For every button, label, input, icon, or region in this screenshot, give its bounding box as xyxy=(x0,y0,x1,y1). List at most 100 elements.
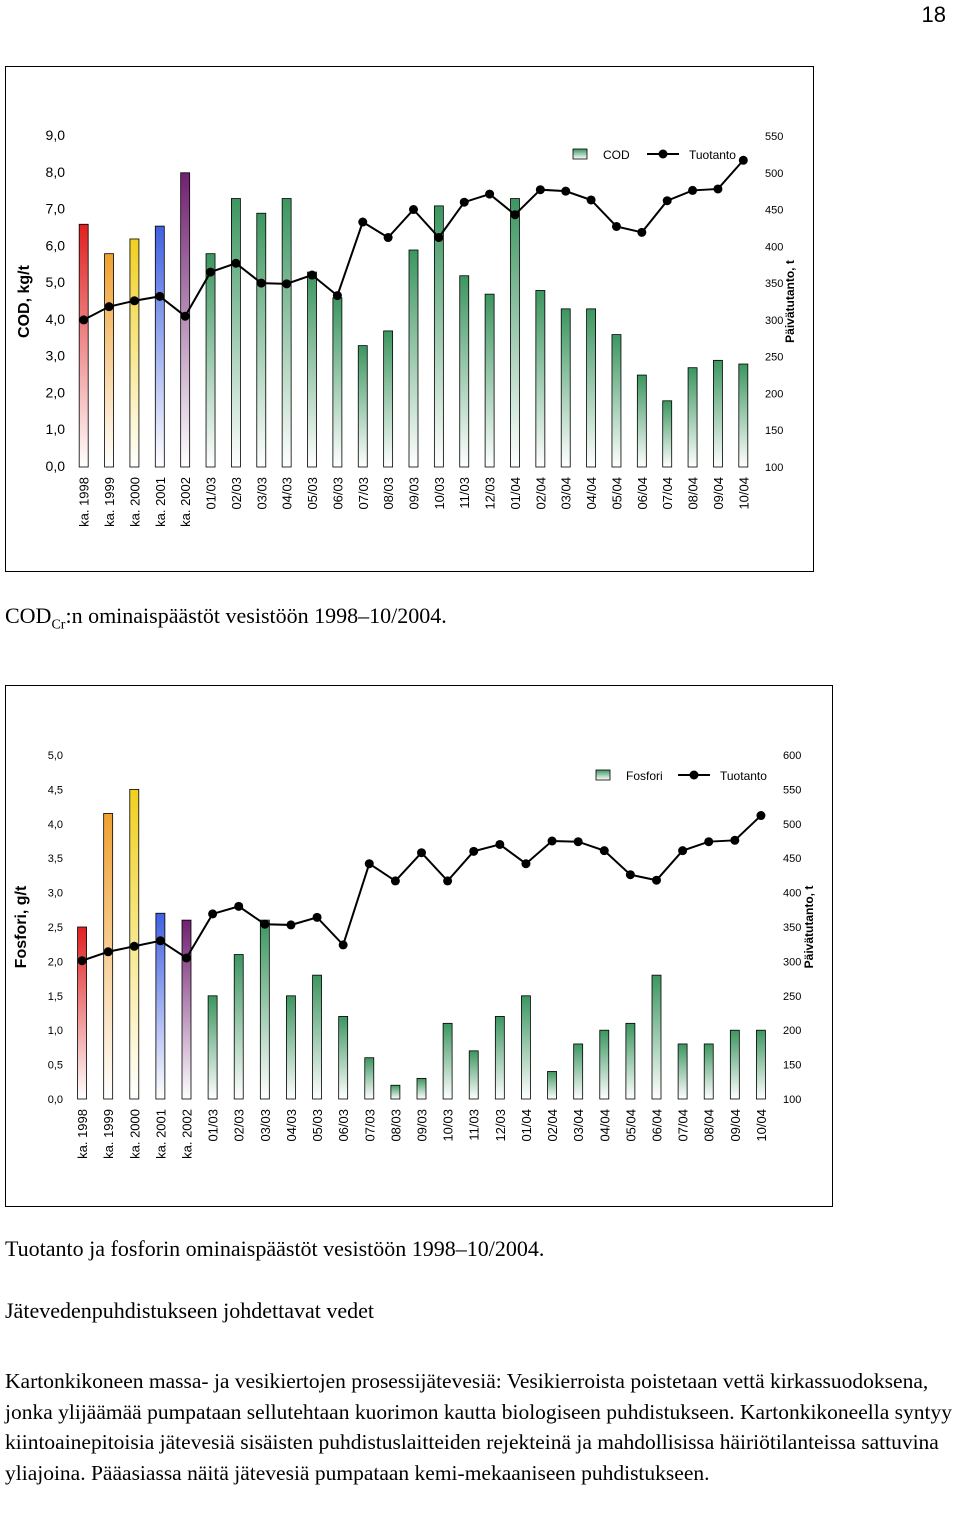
x-tick-label: 04/03 xyxy=(284,1109,299,1142)
y2-tick-label: 200 xyxy=(765,388,783,400)
y-tick-label: 1,0 xyxy=(46,421,66,437)
y-tick-label: 3,0 xyxy=(46,348,66,364)
point-tuotanto xyxy=(409,205,418,215)
point-tuotanto xyxy=(573,837,583,847)
x-tick-label: 03/04 xyxy=(559,477,574,510)
point-tuotanto xyxy=(469,846,479,856)
point-tuotanto xyxy=(180,311,190,321)
bar-fosfori xyxy=(677,1043,688,1100)
point-tuotanto xyxy=(738,155,748,165)
bar-fosfori xyxy=(625,1022,636,1100)
x-tick-label: 07/03 xyxy=(362,1109,377,1142)
point-tuotanto xyxy=(611,221,621,231)
y2-tick-label: 550 xyxy=(765,131,783,143)
x-tick-label: 07/04 xyxy=(676,1109,691,1142)
point-tuotanto xyxy=(79,315,89,325)
y-tick-label: 8,0 xyxy=(46,164,66,180)
x-tick-label: ka. 1999 xyxy=(102,477,117,527)
point-tuotanto xyxy=(312,912,322,922)
bar-cod xyxy=(104,253,114,468)
bar-cod xyxy=(78,223,89,468)
bar-fosfori xyxy=(390,1084,401,1100)
y2-tick-label: 400 xyxy=(765,241,783,253)
bar-cod xyxy=(611,334,622,468)
point-tuotanto xyxy=(358,217,368,227)
bar-fosfori xyxy=(233,954,244,1100)
legend-label: COD xyxy=(603,148,630,162)
point-tuotanto xyxy=(129,941,139,951)
x-tick-label: 11/03 xyxy=(467,1109,482,1141)
y2-tick-label: 500 xyxy=(783,819,801,831)
cod-chart-svg: 0,0 1,0 2,0 3,0 4,0 5,0 6,0 7,0 8,0 9,0 100 150 200 2… xyxy=(16,127,797,527)
bar-fosfori xyxy=(547,1071,557,1100)
legend-marker-tuotanto xyxy=(689,770,699,780)
point-tuotanto xyxy=(260,919,270,929)
legend-label: Tuotanto xyxy=(720,769,767,783)
y-axis-title: COD, kg/t xyxy=(16,264,33,338)
legend-swatch-cod xyxy=(572,148,588,160)
point-tuotanto xyxy=(208,909,218,919)
y2-tick-label: 100 xyxy=(765,462,783,474)
point-tuotanto xyxy=(282,279,292,289)
bar-cod xyxy=(332,297,343,468)
x-tick-label: 10/03 xyxy=(441,1109,456,1142)
x-tick-label: 06/03 xyxy=(330,477,345,510)
point-tuotanto xyxy=(390,876,400,886)
bar-fosfori xyxy=(364,1057,375,1100)
legend-label: Fosfori xyxy=(626,769,663,783)
cod-chart-caption: CODCr:n ominaispäästöt vesistöön 1998–10… xyxy=(5,603,447,633)
y-tick-label: 9,0 xyxy=(46,127,66,143)
x-tick-label: 10/04 xyxy=(754,1109,769,1142)
y2-tick-label: 150 xyxy=(765,425,783,437)
point-tuotanto xyxy=(547,836,557,846)
y2-tick-label: 300 xyxy=(765,315,783,327)
point-tuotanto xyxy=(688,185,698,195)
y-tick-label: 3,5 xyxy=(48,853,63,865)
y-tick-label: 4,0 xyxy=(46,311,66,327)
bar-fosfori xyxy=(155,912,166,1100)
y2-axis-title: Päivätutanto, t xyxy=(802,886,816,969)
phosphorus-chart: 0,0 0,5 1,0 1,5 2,0 2,5 3,0 3,5 4,0 4,5 5,0 100 150 2… xyxy=(5,685,833,1207)
bar-fosfori xyxy=(259,919,270,1100)
point-tuotanto xyxy=(485,189,495,199)
point-tuotanto xyxy=(182,953,191,963)
bar-fosfori xyxy=(416,1077,427,1100)
page-number: 18 xyxy=(921,2,946,27)
y2-tick-label: 500 xyxy=(765,168,783,180)
y2-tick-label: 600 xyxy=(783,750,801,762)
bar-cod xyxy=(154,225,165,468)
x-tick-label: 05/04 xyxy=(623,1109,638,1142)
point-tuotanto xyxy=(652,875,661,885)
y-tick-label: 4,5 xyxy=(48,784,63,796)
x-tick-label: 06/03 xyxy=(336,1109,351,1142)
phosphorus-chart-caption: Tuotanto ja fosforin ominaispäästöt vesi… xyxy=(5,1236,545,1261)
cod-chart: 0,0 1,0 2,0 3,0 4,0 5,0 6,0 7,0 8,0 9,0 100 150 200 2… xyxy=(5,66,814,572)
x-tick-label: 05/03 xyxy=(305,477,320,510)
x-tick-label: 03/04 xyxy=(571,1109,586,1142)
bar-fosfori xyxy=(521,995,531,1100)
y-axis-title: Fosfori, g/t xyxy=(13,885,30,968)
point-tuotanto xyxy=(704,837,714,847)
x-tick-label: ka. 2000 xyxy=(127,477,142,527)
bar-fosfori xyxy=(77,926,87,1100)
x-tick-label: 09/04 xyxy=(711,477,726,510)
x-tick-label: 01/04 xyxy=(519,1109,534,1142)
bar-cod xyxy=(560,308,571,468)
y-tick-label: 7,0 xyxy=(46,201,66,217)
point-tuotanto xyxy=(256,278,266,288)
y-tick-label: 0,5 xyxy=(48,1060,63,1072)
bar-cod xyxy=(687,367,698,468)
bar-cod xyxy=(738,363,749,468)
bar-cod xyxy=(357,345,368,468)
y-tick-label: 2,5 xyxy=(48,922,63,934)
x-tick-label: 08/03 xyxy=(381,477,396,510)
point-tuotanto xyxy=(625,870,635,880)
cod-caption-prefix: COD xyxy=(5,603,52,628)
x-tick-label: 07/04 xyxy=(660,477,675,510)
x-tick-label: 08/03 xyxy=(388,1109,403,1142)
y-tick-label: 0,0 xyxy=(46,458,66,474)
y2-tick-label: 300 xyxy=(783,956,801,968)
x-tick-label: ka. 2001 xyxy=(153,477,168,527)
point-tuotanto xyxy=(561,186,571,196)
y-tick-label: 2,0 xyxy=(48,956,63,968)
